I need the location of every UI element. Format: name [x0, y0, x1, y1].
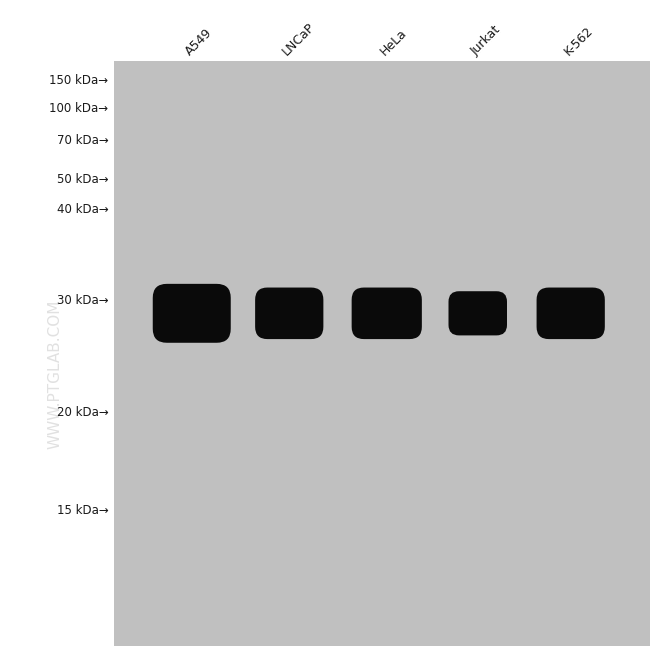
FancyBboxPatch shape	[255, 287, 323, 339]
Text: 50 kDa→: 50 kDa→	[57, 173, 109, 186]
FancyBboxPatch shape	[448, 291, 507, 335]
Text: K-562: K-562	[562, 24, 595, 58]
Text: 150 kDa→: 150 kDa→	[49, 74, 109, 87]
Text: 20 kDa→: 20 kDa→	[57, 406, 109, 419]
FancyBboxPatch shape	[153, 284, 231, 343]
Text: 15 kDa→: 15 kDa→	[57, 504, 109, 517]
FancyBboxPatch shape	[537, 287, 605, 339]
Text: A549: A549	[183, 26, 214, 58]
Text: WWW.PTGLAB.COM: WWW.PTGLAB.COM	[47, 300, 63, 450]
Text: HeLa: HeLa	[378, 26, 410, 58]
Text: Jurkat: Jurkat	[469, 23, 503, 58]
Text: 70 kDa→: 70 kDa→	[57, 134, 109, 147]
FancyBboxPatch shape	[352, 287, 422, 339]
Text: 30 kDa→: 30 kDa→	[57, 294, 109, 307]
Text: 100 kDa→: 100 kDa→	[49, 102, 109, 115]
Text: 40 kDa→: 40 kDa→	[57, 203, 109, 216]
Text: LNCaP: LNCaP	[280, 21, 318, 58]
Bar	[114, 61, 650, 646]
